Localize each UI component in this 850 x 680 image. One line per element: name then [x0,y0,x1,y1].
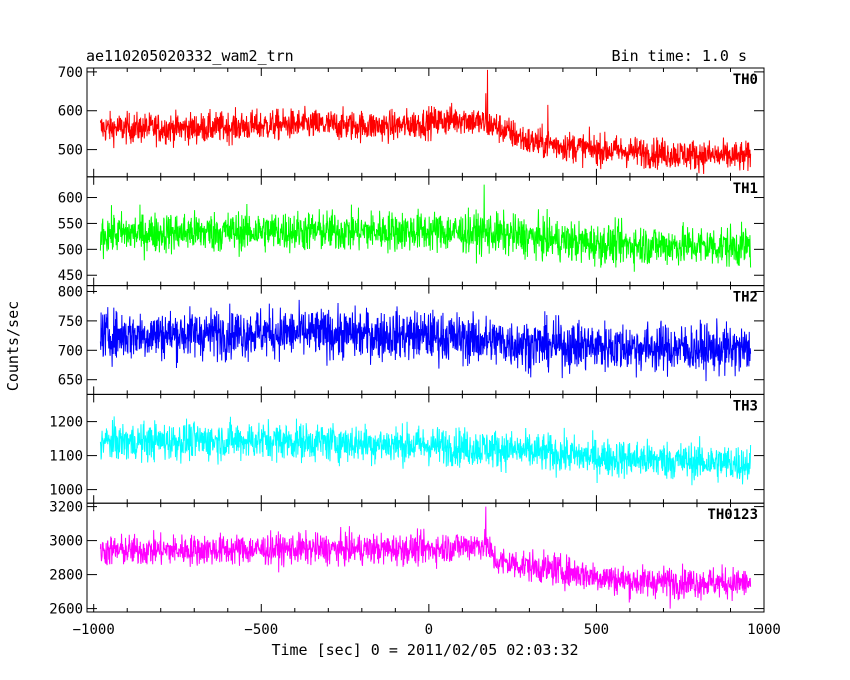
panel-label: TH2 [733,290,758,306]
y-tick-label: 3000 [49,534,83,550]
panel-label: TH0 [733,72,758,88]
y-tick-label: 600 [58,191,83,207]
x-tick-label: 1000 [747,622,781,638]
y-tick-label: 600 [58,104,83,120]
panel-th3: 1000 1100 1200 TH3 [49,393,765,504]
x-tick-label: 0 [425,622,433,638]
y-tick-label: 550 [58,216,83,232]
panel-frame [86,502,765,613]
panel-label: TH1 [733,181,758,197]
series-line-th0 [99,69,752,174]
y-tick-label: 2800 [49,568,83,584]
y-tick-label: 1000 [49,483,83,499]
y-tick-label: 450 [58,268,83,284]
panels-group: 500 600 700 TH0 450 500 550 600 TH1 650 700 750 800 T… [49,65,765,618]
panel-th1: 450 500 550 600 TH1 [58,176,765,287]
y-tick-label: 3200 [49,500,83,516]
x-tick-label: 500 [584,622,609,638]
panel-th0: 500 600 700 TH0 [58,65,765,178]
y-tick-label: 500 [58,242,83,258]
y-tick-label: 500 [58,143,83,159]
y-tick-label: 750 [58,314,83,330]
panel-label: TH3 [733,398,758,414]
x-tick-label: −1000 [73,622,115,638]
x-tick-label: −500 [244,622,278,638]
panel-label: TH0123 [707,507,758,523]
series-line-th3 [99,416,752,486]
y-tick-label: 1200 [49,415,83,431]
x-axis-label: Time [sec] 0 = 2011/02/05 02:03:32 [271,641,578,659]
y-tick-label: 700 [58,65,83,81]
series-line-th1 [99,184,752,272]
chart-title: ae110205020332_wam2_trn [86,47,294,65]
panel-th0123: 2600 2800 3000 3200 TH0123 [49,500,765,618]
y-tick-label: 650 [58,373,83,389]
y-axis-label: Counts/sec [4,301,22,391]
y-tick-label: 800 [58,284,83,300]
series-line-th0123 [99,506,752,609]
y-tick-label: 1100 [49,449,83,465]
y-tick-label: 2600 [49,602,83,618]
x-tick-labels: −1000 −500 0 500 1000 [73,622,781,638]
series-line-th2 [99,299,752,382]
bin-time-label: Bin time: 1.0 s [612,47,747,65]
y-tick-label: 700 [58,343,83,359]
panel-th2: 650 700 750 800 TH2 [58,284,765,395]
